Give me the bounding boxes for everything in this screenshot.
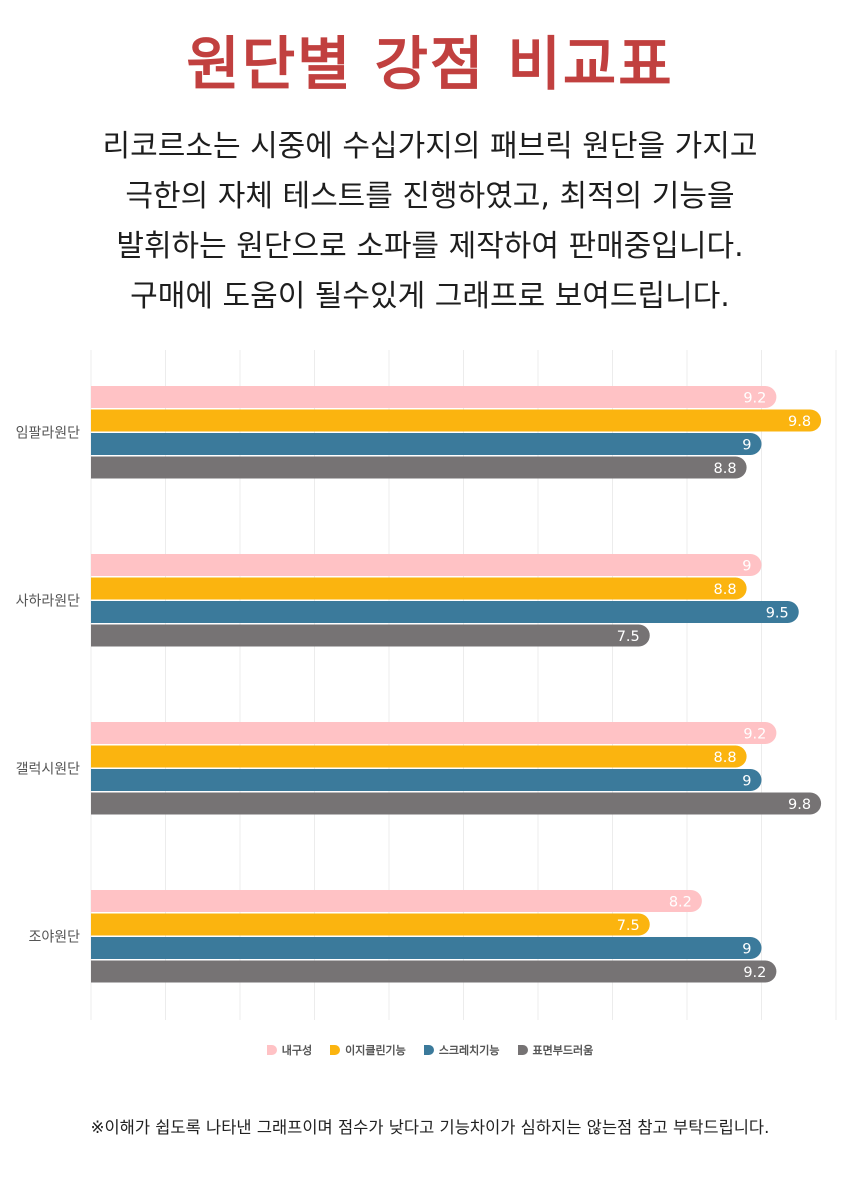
legend-swatch-durability (266, 1045, 277, 1055)
legend-item-durability: 내구성 (266, 1042, 313, 1058)
data-label: 8.8 (714, 582, 737, 598)
bar (91, 624, 650, 647)
data-label: 9 (742, 942, 751, 958)
data-label: 9 (742, 438, 751, 454)
data-label: 9.2 (743, 391, 766, 407)
bar (91, 792, 822, 815)
bar (91, 386, 777, 408)
bar (91, 722, 777, 744)
data-label: 9.8 (788, 797, 811, 813)
bar (91, 960, 777, 983)
legend-label-scratch: 스크레치기능 (438, 1044, 500, 1057)
data-label: 9.2 (743, 965, 766, 981)
bar (91, 937, 762, 959)
legend-label-softness: 표면부드러움 (532, 1044, 594, 1057)
bar (91, 601, 799, 623)
bar (91, 554, 762, 576)
data-label: 7.5 (617, 918, 640, 934)
data-label: 8.8 (714, 750, 737, 766)
legend-swatch-softness (517, 1045, 528, 1055)
category-label: 사하라원단 (16, 593, 81, 609)
data-label: 9.8 (788, 414, 811, 430)
data-label: 8.8 (714, 461, 737, 477)
bar (91, 456, 747, 479)
bar (91, 769, 762, 791)
intro-line-3: 발휘하는 원단으로 소파를 제작하여 판매중입니다. (116, 229, 744, 264)
legend-label-durability: 내구성 (281, 1044, 313, 1057)
bar (91, 745, 747, 768)
data-label: 8.2 (669, 895, 692, 911)
data-label: 9 (742, 774, 751, 790)
legend-swatch-easy-clean (330, 1045, 341, 1055)
legend-item-scratch: 스크레치기능 (423, 1042, 500, 1058)
bar (91, 890, 702, 912)
legend-item-softness: 표면부드러움 (517, 1042, 594, 1058)
intro-line-4: 구매에 도움이 될수있게 그래프로 보여드립니다. (130, 279, 730, 314)
category-label: 임팔라원단 (16, 425, 81, 441)
data-label: 9 (742, 559, 751, 575)
legend-label-easy-clean: 이지클린기능 (345, 1044, 406, 1057)
intro-line-2: 극한의 자체 테스트를 진행하였고, 최적의 기능을 (125, 179, 735, 214)
footnote: ※이해가 쉽도록 나타낸 그래프이며 점수가 낮다고 기능차이가 심하지는 않는… (90, 1118, 770, 1137)
intro-text: 리코르소는 시중에 수십가지의 패브릭 원단을 가지고 극한의 자체 테스트를 … (0, 122, 860, 322)
legend-item-easy-clean: 이지클린기능 (330, 1042, 406, 1058)
chart-legend: 내구성 이지클린기능 스크레치기능 표면부드러움 (0, 1042, 860, 1058)
intro-line-1: 리코르소는 시중에 수십가지의 패브릭 원단을 가지고 (102, 129, 758, 164)
category-label: 갤럭시원단 (16, 761, 81, 777)
legend-swatch-scratch (423, 1045, 434, 1055)
category-label: 조야원단 (28, 929, 80, 945)
bar-chart: 임팔라원단 9.2 9.8 9 8.8 사하라원단 9 8.8 9.5 7.5 갤럭시원단 9.2 8.… (16, 350, 837, 1020)
bar (91, 433, 762, 455)
data-label: 9.2 (743, 727, 766, 743)
bar (91, 577, 747, 600)
bar (91, 913, 650, 936)
page-title: 원단별 강점 비교표 (186, 30, 674, 98)
bar (91, 409, 822, 432)
data-label: 7.5 (617, 629, 640, 645)
data-label: 9.5 (766, 606, 789, 622)
